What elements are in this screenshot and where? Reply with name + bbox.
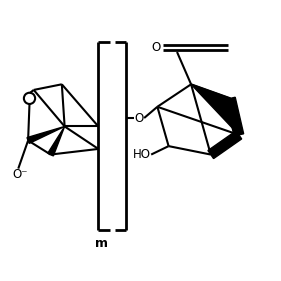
Polygon shape [48,126,65,156]
Text: O: O [135,112,144,124]
Polygon shape [208,131,242,158]
Text: O: O [151,41,160,54]
Polygon shape [191,84,239,135]
Polygon shape [27,126,65,143]
Text: m: m [95,237,108,250]
Polygon shape [226,97,244,136]
Text: HO: HO [133,148,151,161]
Text: O⁻: O⁻ [13,168,28,181]
